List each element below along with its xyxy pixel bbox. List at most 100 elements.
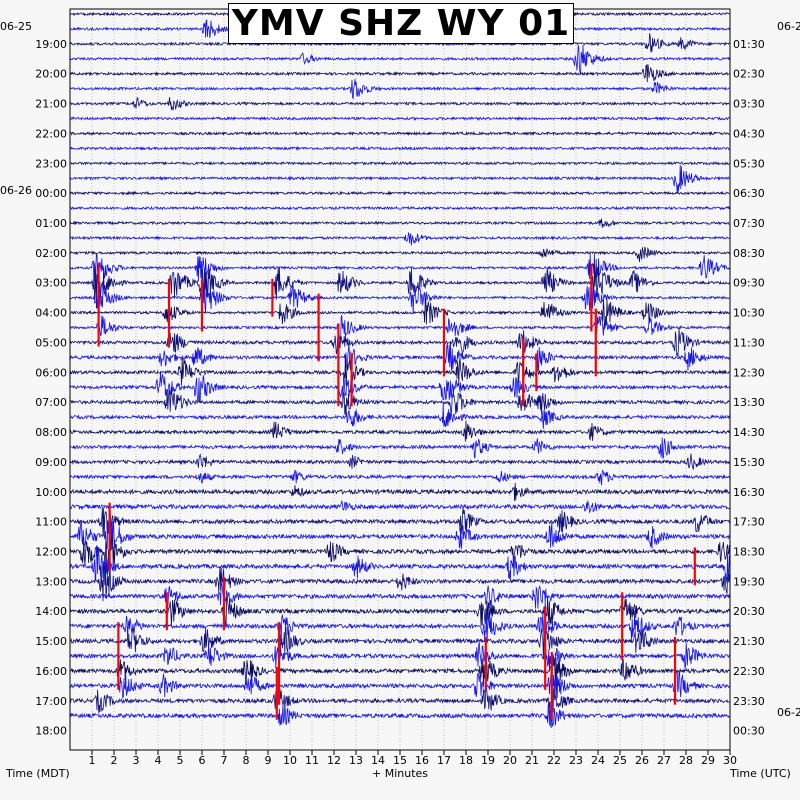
x-tick-label-27: 27 bbox=[657, 754, 671, 767]
mdt-label-11: 06:00 bbox=[35, 366, 67, 379]
x-axis-ticks: 1 2 3 4 5 6 7 8 9 10 11 12 13 14 15 16 17 18 19 20 21 22 23 24 2… bbox=[89, 750, 737, 767]
utc-label-1: 02:30 bbox=[733, 68, 765, 81]
clipped-traces bbox=[97, 263, 696, 720]
utc-label-23: 00:30 bbox=[733, 725, 765, 738]
trace-row-23 bbox=[69, 342, 730, 371]
trace-row-5 bbox=[69, 78, 730, 100]
x-tick-label-28: 28 bbox=[679, 754, 693, 767]
mdt-label-2: 21:00 bbox=[35, 98, 67, 111]
x-tick-label-20: 20 bbox=[503, 754, 517, 767]
x-tick-label-24: 24 bbox=[591, 754, 605, 767]
utc-label-21: 22:30 bbox=[733, 665, 765, 678]
trace-row-18 bbox=[69, 258, 730, 309]
utc-label-13: 14:30 bbox=[733, 426, 765, 439]
utc-label-9: 10:30 bbox=[733, 307, 765, 320]
mdt-label-14: 09:00 bbox=[35, 456, 67, 469]
trace-row-38 bbox=[69, 562, 730, 602]
mdt-label-3: 22:00 bbox=[35, 127, 67, 140]
utc-label-15: 16:30 bbox=[733, 486, 765, 499]
x-tick-label-8: 8 bbox=[243, 754, 250, 767]
trace-row-20 bbox=[69, 298, 730, 330]
y-axis-label-right: Time (UTC) bbox=[729, 767, 791, 780]
mdt-label-4: 23:00 bbox=[35, 157, 67, 170]
x-tick-label-13: 13 bbox=[349, 754, 363, 767]
utc-label-19: 20:30 bbox=[733, 605, 765, 618]
mdt-label-9: 04:00 bbox=[35, 307, 67, 320]
trace-row-4 bbox=[69, 64, 730, 83]
trace-row-17 bbox=[69, 252, 730, 285]
trace-row-10 bbox=[69, 160, 730, 166]
x-tick-label-30: 30 bbox=[723, 754, 737, 767]
mdt-label-15: 10:00 bbox=[35, 486, 67, 499]
trace-row-36 bbox=[69, 534, 730, 576]
x-tick-label-19: 19 bbox=[481, 754, 495, 767]
trace-row-28 bbox=[69, 420, 730, 442]
trace-row-14 bbox=[69, 218, 730, 228]
trace-row-46 bbox=[69, 684, 730, 714]
x-tick-label-2: 2 bbox=[111, 754, 118, 767]
x-tick-label-29: 29 bbox=[701, 754, 715, 767]
trace-row-3 bbox=[69, 44, 730, 75]
utc-label-14: 15:30 bbox=[733, 456, 765, 469]
x-tick-label-9: 9 bbox=[265, 754, 272, 767]
utc-label-22: 23:30 bbox=[733, 695, 765, 708]
mdt-label-21: 16:00 bbox=[35, 665, 67, 678]
utc-label-16: 17:30 bbox=[733, 516, 765, 529]
utc-label-20: 21:30 bbox=[733, 635, 765, 648]
x-tick-label-7: 7 bbox=[221, 754, 228, 767]
trace-row-45 bbox=[69, 668, 730, 700]
mdt-hour-labels: 19:00 20:00 21:00 22:00 23:00 00:00 01:00 02:00… bbox=[35, 38, 67, 738]
x-tick-label-10: 10 bbox=[283, 754, 297, 767]
x-tick-label-12: 12 bbox=[327, 754, 341, 767]
utc-label-4: 05:30 bbox=[733, 157, 765, 170]
x-tick-label-11: 11 bbox=[305, 754, 319, 767]
trace-row-35 bbox=[69, 516, 730, 550]
utc-label-5: 06:30 bbox=[733, 187, 765, 200]
x-tick-label-25: 25 bbox=[613, 754, 627, 767]
mdt-label-8: 03:00 bbox=[35, 277, 67, 290]
trace-row-19 bbox=[69, 276, 730, 315]
mdt-label-17: 12:00 bbox=[35, 545, 67, 558]
mdt-label-6: 01:00 bbox=[35, 217, 67, 230]
trace-row-7 bbox=[69, 115, 730, 122]
x-tick-label-17: 17 bbox=[437, 754, 451, 767]
trace-row-22 bbox=[69, 327, 730, 357]
mdt-label-12: 07:00 bbox=[35, 396, 67, 409]
x-tick-label-22: 22 bbox=[547, 754, 561, 767]
mdt-label-22: 17:00 bbox=[35, 695, 67, 708]
x-tick-label-15: 15 bbox=[393, 754, 407, 767]
utc-label-10: 11:30 bbox=[733, 336, 765, 349]
x-axis-label: + Minutes bbox=[372, 767, 428, 780]
trace-row-29 bbox=[69, 437, 730, 459]
trace-row-24 bbox=[69, 355, 730, 386]
utc-label-8: 09:30 bbox=[733, 277, 765, 290]
x-tick-label-6: 6 bbox=[199, 754, 206, 767]
utc-label-18: 19:30 bbox=[733, 575, 765, 588]
trace-row-27 bbox=[69, 403, 730, 429]
trace-row-15 bbox=[69, 231, 730, 246]
trace-row-12 bbox=[69, 190, 730, 196]
trace-row-47 bbox=[69, 701, 730, 729]
trace-row-40 bbox=[69, 595, 730, 628]
trace-row-42 bbox=[69, 625, 730, 660]
utc-label-3: 04:30 bbox=[733, 127, 765, 140]
mdt-label-1: 20:00 bbox=[35, 68, 67, 81]
trace-row-11 bbox=[69, 164, 730, 194]
x-tick-label-16: 16 bbox=[415, 754, 429, 767]
mdt-label-13: 08:00 bbox=[35, 426, 67, 439]
x-tick-label-23: 23 bbox=[569, 754, 583, 767]
trace-row-39 bbox=[69, 582, 730, 611]
date-label-left-mid: 06-26 bbox=[0, 184, 32, 197]
x-tick-label-14: 14 bbox=[371, 754, 385, 767]
trace-row-31 bbox=[69, 469, 730, 486]
trace-row-21 bbox=[69, 314, 730, 343]
trace-row-30 bbox=[69, 453, 730, 470]
trace-row-9 bbox=[69, 145, 730, 152]
trace-row-13 bbox=[69, 205, 730, 211]
mdt-label-10: 05:00 bbox=[35, 336, 67, 349]
seismic-traces bbox=[69, 11, 730, 729]
x-tick-label-21: 21 bbox=[525, 754, 539, 767]
utc-label-0: 01:30 bbox=[733, 38, 765, 51]
utc-label-12: 13:30 bbox=[733, 396, 765, 409]
